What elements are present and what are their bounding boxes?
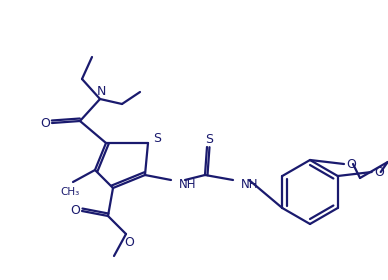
Text: O: O xyxy=(346,158,356,171)
Text: NH: NH xyxy=(179,178,196,190)
Text: NH: NH xyxy=(241,178,258,190)
Text: O: O xyxy=(70,204,80,216)
Text: O: O xyxy=(374,165,384,179)
Text: S: S xyxy=(205,132,213,146)
Text: CH₃: CH₃ xyxy=(61,187,80,197)
Text: O: O xyxy=(124,235,134,249)
Text: N: N xyxy=(96,85,106,97)
Text: S: S xyxy=(153,132,161,144)
Text: O: O xyxy=(40,116,50,130)
